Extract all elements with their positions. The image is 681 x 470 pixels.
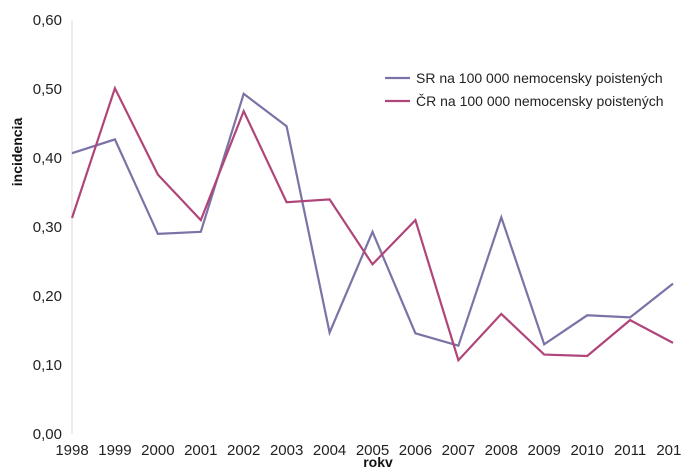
x-tick-label: 1999 <box>98 442 131 459</box>
x-tick-label: 2000 <box>141 442 174 459</box>
x-tick-label: 2008 <box>485 442 518 459</box>
legend-label-cr: ČR na 100 000 nemocensky poistených <box>416 93 663 109</box>
x-tick-label: 2007 <box>442 442 475 459</box>
x-tick-label: 1998 <box>55 442 88 459</box>
x-tick-label: 2001 <box>184 442 217 459</box>
legend-item-sr: SR na 100 000 nemocensky poistených <box>385 70 663 86</box>
x-tick-label: 2011 <box>614 442 646 459</box>
y-tick-label: 0,30 <box>33 219 62 236</box>
x-tick-label: 2005 <box>356 442 389 459</box>
legend-label-sr: SR na 100 000 nemocensky poistených <box>416 70 663 86</box>
y-tick-label: 0,60 <box>33 12 62 29</box>
x-tick-label: 2012 <box>656 442 681 459</box>
x-tick-label: 2002 <box>227 442 260 459</box>
y-tick-label: 0,10 <box>33 357 62 374</box>
legend: SR na 100 000 nemocensky poistených ČR n… <box>385 70 663 109</box>
series-line-sr <box>71 91 674 348</box>
y-tick-label: 0,50 <box>33 81 62 98</box>
x-tick-label: 2003 <box>270 442 303 459</box>
y-tick-label: 0,20 <box>33 288 62 305</box>
x-tick-label: 2004 <box>313 442 346 459</box>
y-tick-labels: 0,00 0,10 0,20 0,30 0,40 0,50 0,60 <box>33 12 62 443</box>
x-tick-label: 2009 <box>528 442 561 459</box>
x-tick-labels: 1998 1999 2000 2001 2002 2003 2004 2005 2006 2007… <box>55 442 681 459</box>
x-tick-label: 2010 <box>570 442 603 459</box>
legend-item-cr: ČR na 100 000 nemocensky poistených <box>385 93 663 109</box>
y-axis-title: incidencia <box>9 118 25 187</box>
y-tick-label: 0,40 <box>33 150 62 167</box>
series-line-cr <box>70 85 674 363</box>
y-tick-label: 0,00 <box>33 426 62 443</box>
x-axis-title: rokv <box>363 454 393 470</box>
x-tick-label: 2006 <box>399 442 432 459</box>
series-lines <box>70 85 674 363</box>
